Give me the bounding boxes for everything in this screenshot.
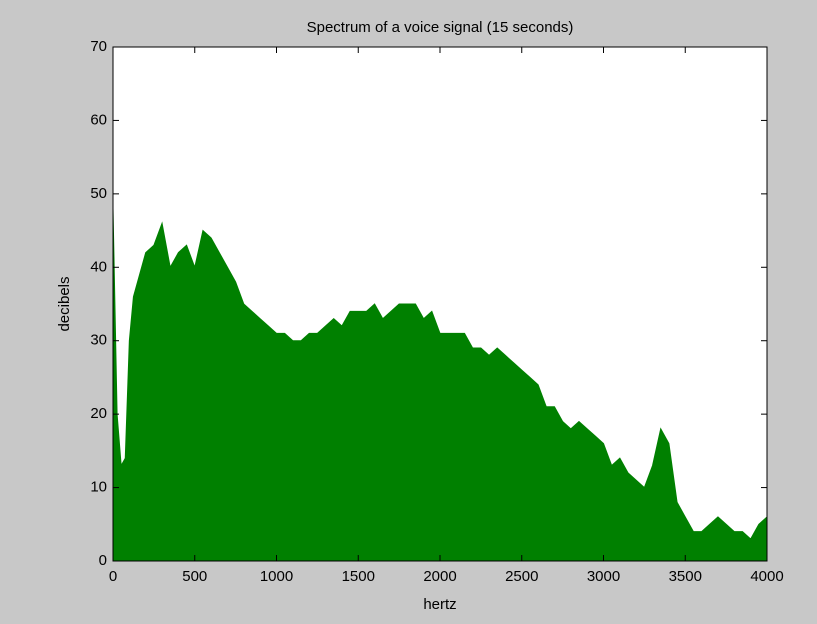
x-tick-label: 1500 xyxy=(342,568,375,585)
y-tick-label: 20 xyxy=(90,405,107,422)
x-axis-label: hertz xyxy=(423,596,456,613)
y-tick-label: 0 xyxy=(99,552,107,569)
chart-title: Spectrum of a voice signal (15 seconds) xyxy=(307,19,574,36)
x-tick-label: 2000 xyxy=(423,568,456,585)
x-tick-label: 0 xyxy=(109,568,117,585)
y-tick-label: 70 xyxy=(90,38,107,55)
x-tick-label: 1000 xyxy=(260,568,293,585)
y-tick-label: 60 xyxy=(90,111,107,128)
x-tick-label: 4000 xyxy=(750,568,783,585)
y-tick-label: 40 xyxy=(90,258,107,275)
y-tick-label: 10 xyxy=(90,479,107,496)
x-tick-label: 3000 xyxy=(587,568,620,585)
area xyxy=(112,208,768,562)
y-tick-label: 30 xyxy=(90,332,107,349)
x-tick-label: 2500 xyxy=(505,568,538,585)
y-tick-label: 50 xyxy=(90,185,107,202)
x-tick-label: 500 xyxy=(182,568,207,585)
x-tick-label: 3500 xyxy=(669,568,702,585)
y-axis-label: decibels xyxy=(56,276,73,331)
